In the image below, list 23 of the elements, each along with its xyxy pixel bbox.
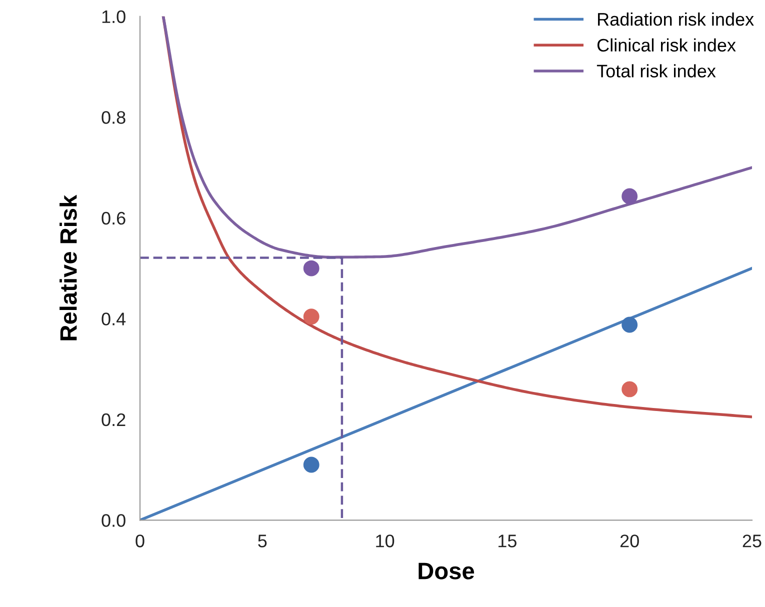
- y-tick-label: 0.0: [102, 514, 126, 527]
- point: [303, 308, 320, 325]
- legend-label: Total risk index: [596, 64, 716, 78]
- x-axis-title: Dose: [418, 562, 474, 580]
- y-tick-label: 0.4: [102, 312, 126, 326]
- legend-label: Clinical risk index: [597, 38, 736, 52]
- x-tick-label: 15: [498, 534, 516, 548]
- y-axis-title: Relative Risk: [60, 194, 77, 340]
- point: [303, 260, 320, 276]
- x-tick-label: 5: [258, 534, 267, 548]
- y-tick-label: 0.8: [102, 111, 126, 124]
- point: [622, 188, 638, 204]
- legend-label: Radiation risk index: [598, 12, 754, 26]
- x-tick-label: 10: [376, 534, 394, 548]
- y-tick-label: 1.0: [102, 10, 126, 24]
- point: [622, 316, 638, 333]
- point: [622, 381, 638, 398]
- x-tick-label: 0: [136, 534, 144, 548]
- y-tick-label: 0.6: [102, 212, 126, 225]
- y-tick-label: 0.2: [102, 413, 126, 426]
- point: [303, 456, 320, 473]
- x-tick-label: 25: [742, 534, 762, 548]
- x-tick-label: 20: [620, 534, 639, 548]
